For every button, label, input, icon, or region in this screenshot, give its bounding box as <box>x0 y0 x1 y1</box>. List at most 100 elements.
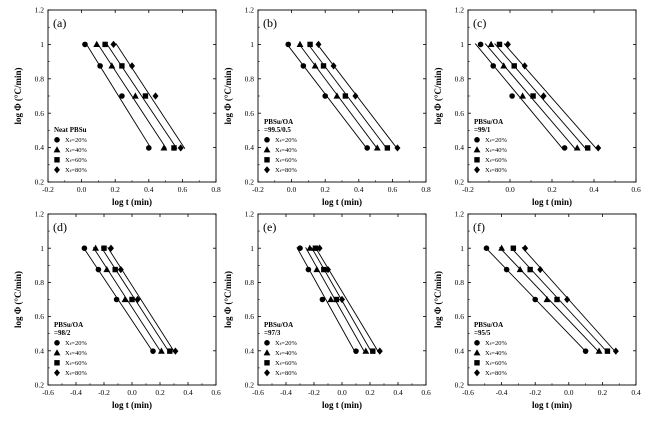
y-tick-label: 0.4 <box>35 143 45 152</box>
x-tick-label: 0.6 <box>631 185 641 194</box>
legend-entry-label: Xₜ=40% <box>65 147 87 154</box>
legend-marker-diamond <box>54 369 60 377</box>
data-point-circle <box>582 348 589 354</box>
fit-line-diamond <box>115 43 186 150</box>
y-tick-label: 0.6 <box>35 312 45 321</box>
y-tick-label: 1 <box>250 244 254 253</box>
data-point-triangle <box>327 295 335 303</box>
legend-marker-circle <box>54 340 60 346</box>
x-tick-label: 0.2 <box>598 388 608 397</box>
legend-entry-label: Xₜ=40% <box>275 147 297 154</box>
legend-entry-label: Xₜ=80% <box>275 167 297 174</box>
legend-marker-circle <box>474 137 480 143</box>
data-point-square <box>604 348 611 354</box>
y-tick-label: 1.2 <box>35 6 45 15</box>
data-point-square <box>510 245 517 251</box>
fit-line-square <box>494 43 587 150</box>
legend-marker-diamond <box>54 166 60 174</box>
x-tick-label: 0.6 <box>178 185 188 194</box>
data-point-square <box>112 266 118 273</box>
x-tick-label: 0.0 <box>337 388 347 397</box>
legend-entry-label: Xₜ=80% <box>65 370 87 377</box>
y-tick-label: 0.4 <box>35 346 45 355</box>
data-point-circle <box>509 93 515 99</box>
y-tick-label: 1 <box>250 40 254 49</box>
x-tick-label: -0.2 <box>252 185 264 194</box>
data-point-diamond <box>522 244 529 252</box>
data-point-triangle <box>333 92 341 99</box>
legend-entry-label: Xₜ=60% <box>485 157 507 164</box>
y-tick-label: 0.2 <box>245 178 255 187</box>
fit-line-circle <box>85 43 152 150</box>
y-axis-title: log Φ (°C/min) <box>223 271 233 328</box>
y-tick-label: 1.2 <box>35 210 45 219</box>
data-point-circle <box>113 296 120 303</box>
fit-line-triangle <box>484 43 576 150</box>
legend-entry-label: Xₜ=20% <box>65 137 87 144</box>
legend-entry-label: Xₜ=20% <box>65 340 87 347</box>
y-tick-label: 0.4 <box>455 143 465 152</box>
x-tick-label: 0.6 <box>211 388 221 397</box>
data-point-diamond <box>325 265 331 274</box>
data-point-triangle <box>573 144 581 151</box>
data-point-square <box>321 266 327 273</box>
x-axis-title: log t (min) <box>112 197 152 207</box>
y-tick-label: 0.6 <box>455 109 465 118</box>
legend-marker-circle <box>264 137 270 143</box>
fit-line-diamond <box>107 247 175 353</box>
x-tick-label: -0.2 <box>308 388 320 397</box>
x-tick-label: -0.6 <box>462 388 474 397</box>
y-tick-label: 0.8 <box>455 278 465 287</box>
data-point-circle <box>81 245 88 251</box>
legend-entry-label: Xₜ=40% <box>65 350 87 357</box>
y-tick-label: 0.6 <box>245 109 255 118</box>
y-tick-label: 0.4 <box>245 143 255 152</box>
legend-entry-label: Xₜ=80% <box>485 370 507 377</box>
panel-label: (e) <box>263 220 276 234</box>
y-tick-label: 0.4 <box>245 346 255 355</box>
data-point-triangle <box>108 62 116 69</box>
fit-line-circle <box>474 43 564 150</box>
fit-line-triangle <box>499 247 600 353</box>
x-tick-label: -0.4 <box>496 388 508 397</box>
data-point-triangle <box>595 347 603 354</box>
legend-entry-label: Xₜ=40% <box>275 350 297 357</box>
data-point-triangle <box>121 295 129 303</box>
fit-line-diamond <box>503 43 597 150</box>
legend-entry-label: Xₜ=20% <box>275 340 297 347</box>
chart-panel-d: -0.6 -0.4 -0.2 0.0 0.2 0.4 0.6 0.2 0.4 0.6 0.8 1 1.2… <box>13 210 221 410</box>
data-point-circle <box>297 245 303 251</box>
chart-panel-e: -0.6 -0.4 -0.2 0.0 0.2 0.4 0.6 0.2 0.4 0.6 0.8 1 1.2… <box>223 210 431 410</box>
y-tick-label: 0.2 <box>455 178 465 187</box>
legend-entry-label: Xₜ=60% <box>65 360 87 367</box>
fit-line-diamond <box>315 247 379 353</box>
data-point-triangle <box>313 265 321 273</box>
legend-marker-square <box>54 157 60 163</box>
y-tick-label: 0.8 <box>35 74 45 83</box>
data-point-circle <box>483 245 490 251</box>
legend-title: PBSu/OA <box>474 118 503 126</box>
x-tick-label: 0.2 <box>365 388 375 397</box>
legend-title: PBSu/OA <box>264 118 293 126</box>
x-tick-label: 0.4 <box>631 388 641 397</box>
legend-entry-label: Xₜ=40% <box>485 147 507 154</box>
data-point-triangle <box>306 244 314 251</box>
data-point-triangle <box>373 144 381 151</box>
data-point-diamond <box>172 347 179 355</box>
legend-marker-circle <box>54 137 60 143</box>
data-point-diamond <box>117 265 124 274</box>
legend-marker-triangle <box>263 349 271 356</box>
x-tick-label: 0.6 <box>421 388 431 397</box>
data-point-diamond <box>352 92 359 100</box>
data-point-square <box>342 93 349 99</box>
fit-line-square <box>106 43 178 150</box>
x-tick-label: 0.0 <box>127 388 137 397</box>
legend-marker-circle <box>474 340 480 346</box>
y-tick-label: 0.6 <box>245 312 255 321</box>
data-point-circle <box>364 145 371 151</box>
y-axis-title: log Φ (°C/min) <box>433 271 443 328</box>
panel-label: (f) <box>473 220 485 234</box>
data-point-diamond <box>504 40 511 48</box>
x-tick-label: -0.2 <box>98 388 110 397</box>
y-tick-label: 0.2 <box>35 381 45 390</box>
